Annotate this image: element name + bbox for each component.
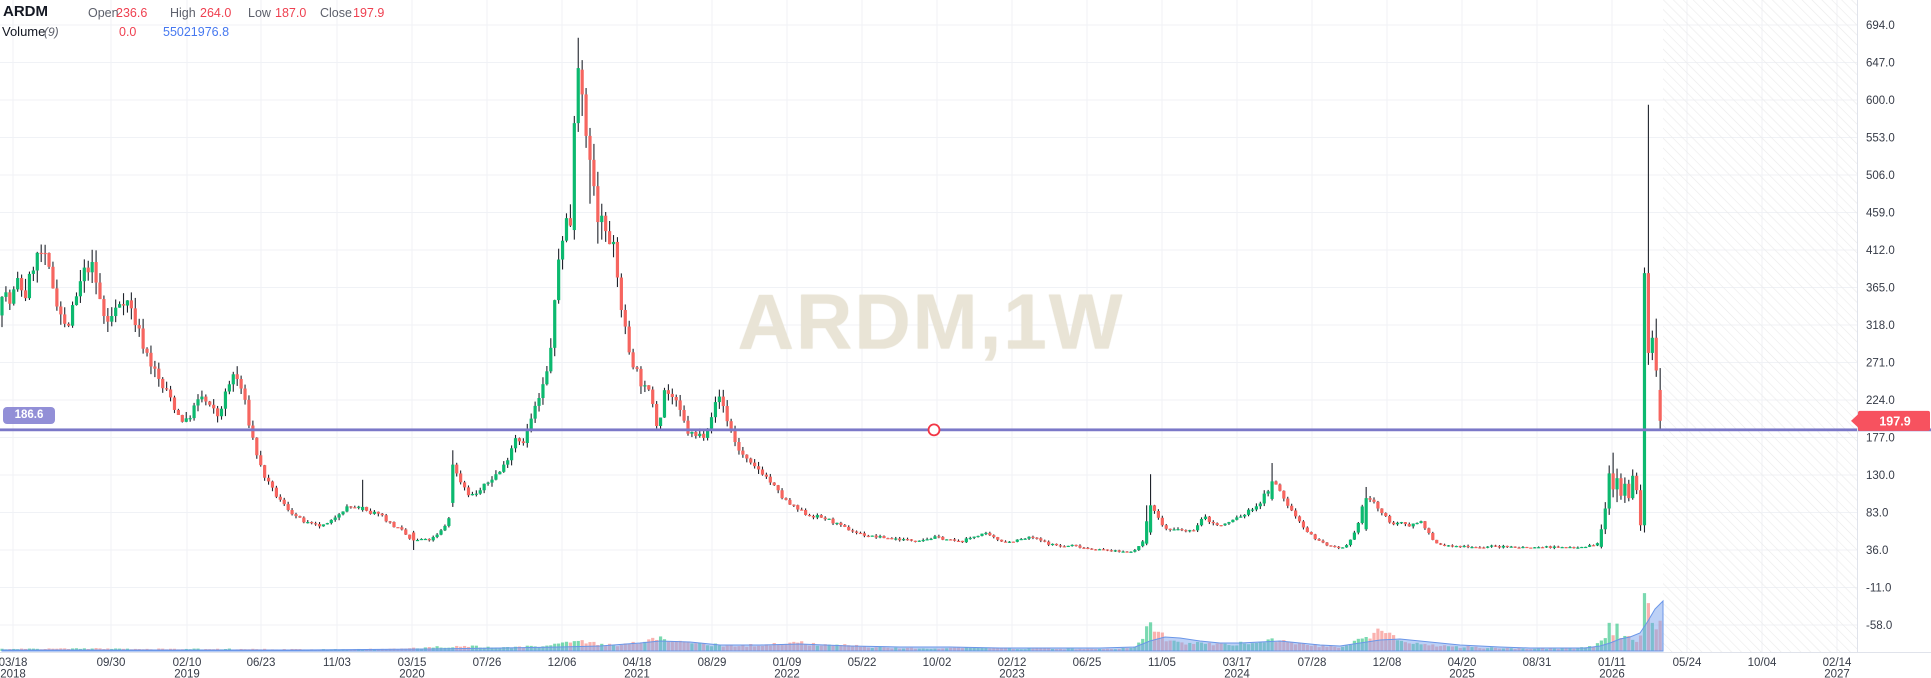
price-axis[interactable]: 694.0 647.0 600.0 553.0 506.0 459.0 412.0 365.0… <box>1866 20 1895 632</box>
svg-text:08/31: 08/31 <box>1523 657 1552 669</box>
svg-text:2019: 2019 <box>174 669 200 678</box>
svg-text:-11.0: -11.0 <box>1866 582 1891 594</box>
svg-text:03/15: 03/15 <box>398 657 427 669</box>
svg-text:02/12: 02/12 <box>998 657 1027 669</box>
volume-ma-value: 55021976.8 <box>163 25 230 39</box>
svg-text:03/18: 03/18 <box>0 657 27 669</box>
price-axis-bg[interactable] <box>1858 0 1931 678</box>
svg-text:-58.0: -58.0 <box>1866 620 1892 632</box>
svg-text:12/08: 12/08 <box>1373 657 1402 669</box>
svg-text:553.0: 553.0 <box>1866 132 1895 144</box>
svg-text:83.0: 83.0 <box>1866 507 1888 519</box>
svg-text:412.0: 412.0 <box>1866 245 1895 257</box>
open-label: Open <box>88 6 119 20</box>
svg-text:11/05: 11/05 <box>1148 657 1176 669</box>
svg-text:2021: 2021 <box>624 669 650 678</box>
svg-text:36.0: 36.0 <box>1866 545 1888 557</box>
alert-line-marker[interactable] <box>927 423 941 437</box>
svg-text:2025: 2025 <box>1449 669 1475 678</box>
svg-text:10/02: 10/02 <box>923 657 952 669</box>
svg-text:12/06: 12/06 <box>548 657 577 669</box>
svg-text:459.0: 459.0 <box>1866 207 1895 219</box>
svg-text:07/26: 07/26 <box>473 657 502 669</box>
svg-text:01/09: 01/09 <box>773 657 802 669</box>
symbol-watermark: ARDM,1W <box>737 277 1125 366</box>
svg-text:06/25: 06/25 <box>1073 657 1102 669</box>
svg-text:600.0: 600.0 <box>1866 95 1895 107</box>
svg-text:05/24: 05/24 <box>1673 657 1702 669</box>
svg-text:04/18: 04/18 <box>623 657 652 669</box>
svg-text:10/04: 10/04 <box>1748 657 1777 669</box>
svg-text:177.0: 177.0 <box>1866 432 1895 444</box>
future-area <box>1663 0 1857 652</box>
close-label: Close <box>320 6 352 20</box>
svg-text:647.0: 647.0 <box>1866 57 1895 69</box>
alert-price-badge[interactable]: 186.6 <box>3 407 55 424</box>
svg-text:08/29: 08/29 <box>698 657 727 669</box>
svg-text:271.0: 271.0 <box>1866 357 1895 369</box>
svg-text:506.0: 506.0 <box>1866 170 1895 182</box>
svg-text:11/03: 11/03 <box>323 657 351 669</box>
open-value: 236.6 <box>116 6 148 20</box>
low-value: 187.0 <box>275 6 307 20</box>
svg-text:2027: 2027 <box>1824 669 1850 678</box>
volume-period: (9) <box>44 25 59 39</box>
close-value: 197.9 <box>353 6 385 20</box>
svg-text:02/14: 02/14 <box>1823 657 1852 669</box>
gridlines <box>0 0 1857 652</box>
symbol-title[interactable]: ARDM <box>3 3 48 20</box>
svg-text:224.0: 224.0 <box>1866 395 1895 407</box>
volume-value: 0.0 <box>119 25 137 39</box>
svg-text:197.9: 197.9 <box>1879 414 1910 428</box>
svg-text:02/10: 02/10 <box>173 657 202 669</box>
svg-text:130.0: 130.0 <box>1866 470 1895 482</box>
alert-line[interactable] <box>0 428 1931 432</box>
svg-text:09/30: 09/30 <box>97 657 126 669</box>
svg-text:05/22: 05/22 <box>848 657 877 669</box>
svg-text:06/23: 06/23 <box>247 657 276 669</box>
volume-ma-area <box>1 599 1664 652</box>
svg-text:2024: 2024 <box>1224 669 1250 678</box>
svg-text:01/11: 01/11 <box>1598 657 1626 669</box>
high-label: High <box>170 6 196 20</box>
svg-text:2022: 2022 <box>774 669 800 678</box>
svg-text:2023: 2023 <box>999 669 1025 678</box>
svg-text:03/17: 03/17 <box>1223 657 1252 669</box>
svg-text:694.0: 694.0 <box>1866 20 1895 32</box>
high-value: 264.0 <box>200 6 232 20</box>
svg-text:2018: 2018 <box>0 669 26 678</box>
svg-text:04/20: 04/20 <box>1448 657 1477 669</box>
last-price-label: 197.9 <box>1851 410 1930 431</box>
time-axis-bg[interactable] <box>0 652 1858 678</box>
svg-text:07/28: 07/28 <box>1298 657 1327 669</box>
svg-text:2026: 2026 <box>1599 669 1625 678</box>
candles <box>0 37 1662 553</box>
svg-text:2020: 2020 <box>399 669 425 678</box>
low-label: Low <box>248 6 271 20</box>
volume-indicator-label[interactable]: Volume <box>2 24 46 39</box>
svg-text:365.0: 365.0 <box>1866 282 1895 294</box>
svg-text:318.0: 318.0 <box>1866 320 1895 332</box>
